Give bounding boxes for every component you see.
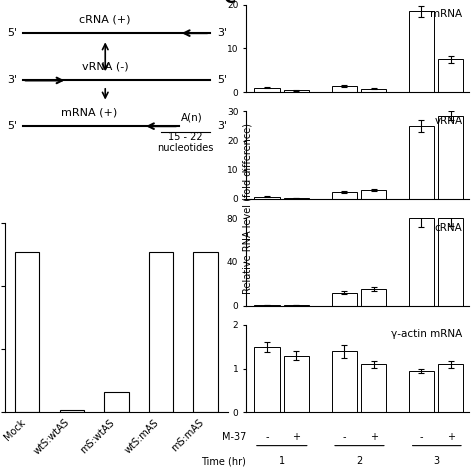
Text: -: - xyxy=(265,432,269,442)
Text: 3': 3' xyxy=(7,75,17,85)
Bar xyxy=(149,252,173,412)
Text: +: + xyxy=(447,432,455,442)
Bar xyxy=(60,410,84,412)
Text: 3': 3' xyxy=(217,121,227,131)
Text: Relative RNA level (fold difference): Relative RNA level (fold difference) xyxy=(242,123,253,294)
Bar xyxy=(283,198,309,199)
Bar xyxy=(438,364,464,412)
Bar xyxy=(409,218,434,306)
Text: nucleotides: nucleotides xyxy=(157,143,214,153)
Text: +: + xyxy=(370,432,378,442)
Bar xyxy=(438,59,464,92)
Bar xyxy=(255,197,280,199)
Bar xyxy=(255,88,280,92)
Text: 5': 5' xyxy=(7,121,17,131)
Bar xyxy=(193,252,218,412)
Bar xyxy=(409,371,434,412)
Text: cRNA (+): cRNA (+) xyxy=(80,14,131,25)
Text: mRNA: mRNA xyxy=(430,9,463,19)
Bar xyxy=(438,218,464,306)
Bar xyxy=(409,11,434,92)
Text: γ-actin mRNA: γ-actin mRNA xyxy=(392,329,463,339)
Text: -: - xyxy=(343,432,346,442)
Bar xyxy=(104,392,128,412)
Text: 1: 1 xyxy=(279,456,285,466)
Bar xyxy=(331,86,357,92)
Bar xyxy=(255,305,280,306)
Text: vRNA: vRNA xyxy=(435,116,463,126)
Text: -: - xyxy=(419,432,423,442)
Text: 15 - 22: 15 - 22 xyxy=(168,132,203,142)
Text: 2: 2 xyxy=(356,456,362,466)
Bar xyxy=(283,356,309,412)
Bar xyxy=(438,116,464,199)
Bar xyxy=(361,89,386,92)
Text: +: + xyxy=(292,432,301,442)
Bar xyxy=(331,351,357,412)
Bar xyxy=(409,126,434,199)
Text: cRNA: cRNA xyxy=(435,223,463,233)
Text: M-37: M-37 xyxy=(221,432,246,442)
Text: 5': 5' xyxy=(7,28,17,38)
Bar xyxy=(15,252,39,412)
Text: A(n): A(n) xyxy=(181,112,203,122)
Text: 5': 5' xyxy=(217,75,227,85)
Bar xyxy=(361,364,386,412)
Bar xyxy=(361,190,386,199)
Text: 3: 3 xyxy=(434,456,440,466)
Text: 3': 3' xyxy=(217,28,227,38)
Text: Time (hr): Time (hr) xyxy=(201,456,246,466)
Text: C: C xyxy=(224,0,236,7)
Text: mRNA (+): mRNA (+) xyxy=(62,108,118,118)
Bar xyxy=(331,191,357,199)
Bar xyxy=(283,91,309,92)
Bar xyxy=(255,347,280,412)
Bar xyxy=(361,289,386,306)
Text: vRNA (-): vRNA (-) xyxy=(82,62,128,72)
Bar xyxy=(331,292,357,306)
